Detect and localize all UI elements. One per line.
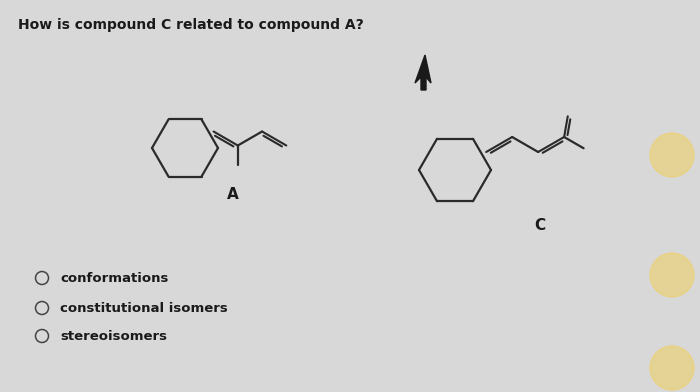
Circle shape <box>650 133 694 177</box>
Circle shape <box>650 346 694 390</box>
Polygon shape <box>415 55 431 90</box>
Text: conformations: conformations <box>60 272 169 285</box>
Text: stereoisomers: stereoisomers <box>60 330 167 343</box>
Text: constitutional isomers: constitutional isomers <box>60 301 228 314</box>
Text: C: C <box>534 218 545 232</box>
Circle shape <box>650 253 694 297</box>
Text: A: A <box>227 187 239 202</box>
Text: How is compound C related to compound A?: How is compound C related to compound A? <box>18 18 364 32</box>
